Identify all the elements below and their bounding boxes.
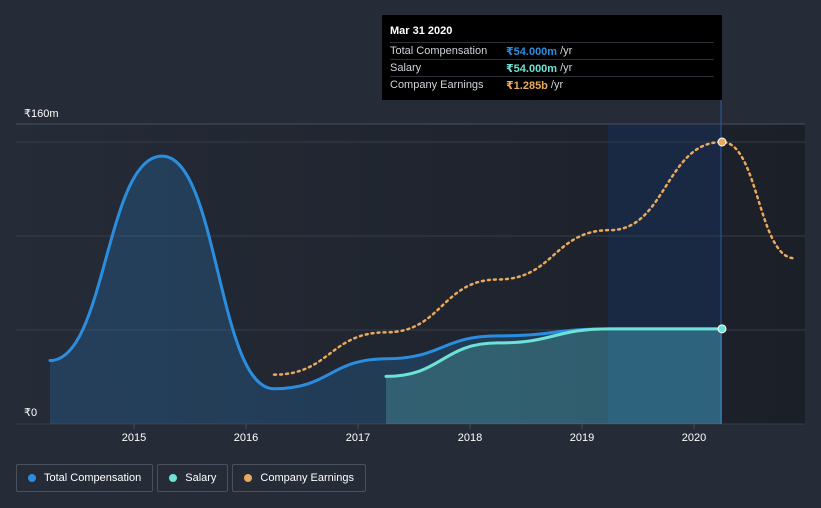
legend-label: Salary — [185, 472, 217, 484]
legend-dot-icon — [169, 474, 178, 482]
y-axis: ₹0 ₹160m — [24, 108, 59, 419]
tooltip-unit: /yr — [560, 62, 573, 74]
legend-item-salary[interactable]: Salary — [157, 464, 229, 492]
series-areas — [50, 156, 722, 424]
x-tick-label: 2015 — [122, 432, 146, 444]
tooltip-unit: /yr — [560, 45, 573, 57]
salary-area — [386, 328, 722, 424]
y-tick-label-max: ₹160m — [24, 108, 59, 120]
legend-dot-icon — [28, 474, 36, 482]
tooltip-label: Total Compensation — [390, 45, 488, 57]
tooltip-unit: /yr — [550, 79, 564, 91]
legend-dot-icon — [244, 474, 253, 482]
tooltip-row-earnings: Company Earnings ₹1.285b /yr — [390, 76, 714, 93]
tooltip-row-salary: Salary ₹54.000m /yr — [390, 59, 714, 76]
legend-item-total-compensation[interactable]: Total Compensation — [16, 464, 154, 492]
total-compensation-area — [50, 156, 722, 424]
legend-item-company-earnings[interactable]: Company Earnings — [232, 464, 366, 492]
tooltip-value: ₹54.000m — [506, 45, 558, 58]
x-axis: 2015 2016 2017 2018 2019 2020 — [122, 424, 706, 444]
x-tick-label: 2019 — [570, 432, 594, 444]
company-earnings-line — [272, 140, 797, 376]
x-tick-label: 2016 — [234, 432, 258, 444]
x-tick-label: 2020 — [682, 432, 706, 444]
x-tick-label: 2018 — [458, 432, 482, 444]
salary-marker — [717, 324, 727, 334]
series-markers — [717, 137, 727, 334]
legend-label: Total Compensation — [44, 472, 142, 484]
legend: Total Compensation Salary Company Earnin… — [16, 464, 366, 492]
tooltip-value: ₹1.285b — [506, 79, 548, 92]
tooltip-row-total: Total Compensation ₹54.000m /yr — [390, 42, 714, 59]
tooltip-date: Mar 31 2020 — [390, 25, 453, 37]
x-tick-label: 2017 — [346, 432, 370, 444]
y-tick-label-min: ₹0 — [24, 407, 37, 419]
highlight-band — [608, 124, 721, 424]
tooltip-value: ₹54.000m — [506, 62, 558, 75]
tooltip: Mar 31 2020 Total Compensation ₹54.000m … — [382, 15, 722, 100]
salary-line — [384, 327, 724, 378]
tooltip-label: Salary — [390, 62, 422, 74]
company-earnings-marker — [717, 137, 727, 147]
tooltip-label: Company Earnings — [390, 79, 484, 91]
legend-label: Company Earnings — [260, 472, 354, 484]
series-lines — [48, 140, 797, 391]
